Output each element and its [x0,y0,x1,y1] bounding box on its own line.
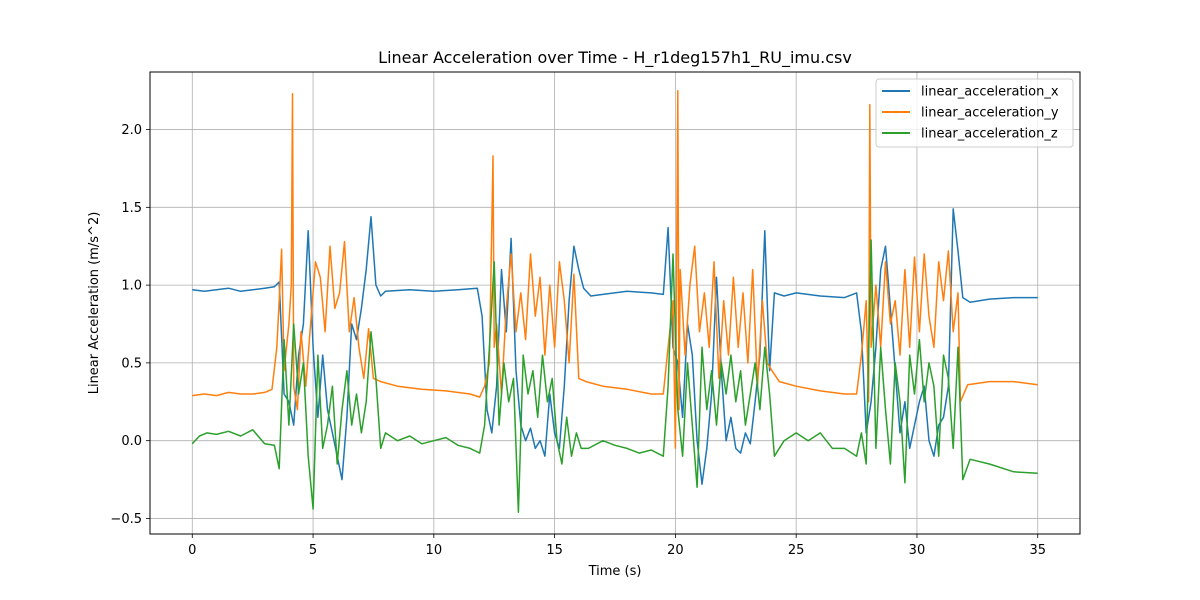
legend-label-linear-acceleration-z: linear_acceleration_z [921,127,1058,142]
y-tick-label: 1.0 [121,279,142,294]
chart-title: Linear Acceleration over Time - H_r1deg1… [378,48,852,68]
x-tick-label: 0 [188,543,196,558]
y-axis: −0.5 0.0 0.5 1.0 1.5 2.0 [110,123,150,527]
x-tick-label: 30 [909,543,926,558]
series-line-linear-acceleration-z [191,239,1038,513]
y-tick-label: −0.5 [110,512,142,527]
x-axis-label: Time (s) [588,564,642,579]
x-tick-label: 25 [788,543,805,558]
x-axis: 0 5 10 15 20 25 30 35 [188,534,1046,558]
legend-label-linear-acceleration-y: linear_acceleration_y [921,106,1059,121]
y-tick-label: 0.0 [121,434,142,449]
legend-box [875,78,1074,148]
x-tick-label: 10 [426,543,443,558]
y-tick-label: 2.0 [121,123,142,138]
y-tick-label: 1.5 [121,201,142,216]
plot-frame [149,71,1081,535]
x-tick-label: 35 [1029,543,1046,558]
series-layer [191,89,1038,513]
y-tick-label: 0.5 [121,356,142,371]
legend: linear_acceleration_x linear_acceleration… [875,78,1074,148]
x-tick-label: 20 [667,543,684,558]
x-tick-label: 5 [309,543,317,558]
series-line-linear-acceleration-y [192,89,1038,450]
x-tick-label: 15 [546,543,563,558]
y-axis-label: Linear Acceleration (m/s^2) [87,212,102,395]
series-line-linear-acceleration-x [192,208,1038,485]
legend-label-linear-acceleration-x: linear_acceleration_x [921,85,1059,100]
